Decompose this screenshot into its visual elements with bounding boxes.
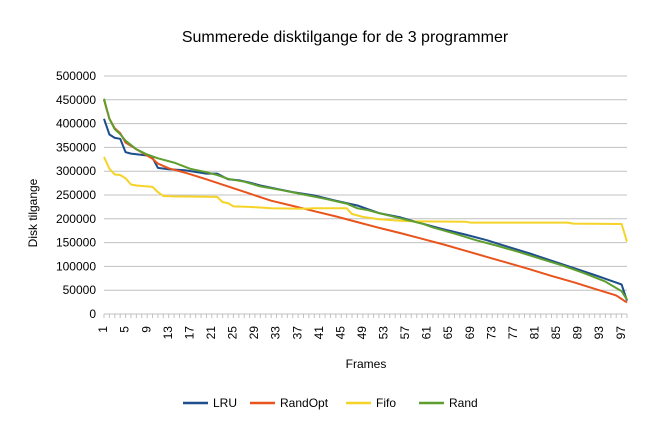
x-tick-label: 69 [463,326,477,340]
x-tick-label: 85 [549,326,563,340]
y-tick-label: 150000 [56,236,96,250]
y-tick-label: 250000 [56,188,96,202]
y-tick-label: 350000 [56,140,96,154]
y-tick-label: 0 [89,307,96,321]
x-tick-label: 93 [592,326,606,340]
y-tick-label: 100000 [56,259,96,273]
x-tick-label: 9 [139,326,153,333]
y-tick-label: 400000 [56,117,96,131]
x-tick-label: 37 [290,326,304,340]
x-axis-label: Frames [346,357,387,371]
series-lines [103,98,628,304]
x-tick-label: 5 [118,326,132,333]
x-tick-label: 81 [528,326,542,340]
x-tick-label: 89 [571,326,585,340]
y-tick-label: 450000 [56,93,96,107]
x-tick-label: 29 [247,326,261,340]
x-tick-label: 77 [506,326,520,340]
y-axis-label: Disk tilgange [26,178,40,247]
y-axis: 0 50000 100000 150000 200000 250000 300000 3500… [56,69,96,321]
x-tick-label: 57 [398,326,412,340]
x-axis: 1 5 9 13 17 21 25 29 33 37 41 45 49 53 57 61 65 69 73 77 81 8… [96,313,628,340]
x-tick-label: 17 [182,326,196,340]
x-tick-label: 97 [614,326,628,340]
legend-label-lru: LRU [213,396,237,410]
x-tick-label: 13 [161,326,175,340]
chart-title: Summerede disktilgange for de 3 programm… [182,29,509,46]
x-tick-label: 25 [226,326,240,340]
x-tick-label: 49 [355,326,369,340]
x-tick-label: 21 [204,326,218,340]
x-tick-label: 1 [96,326,110,333]
x-tick-label: 73 [484,326,498,340]
legend-label-fifo: Fifo [376,396,396,410]
x-tick-label: 61 [420,326,434,340]
y-tick-label: 500000 [56,69,96,83]
x-tick-label: 45 [333,326,347,340]
series-line-fifo [103,156,628,242]
x-tick-label: 33 [269,326,283,340]
x-tick-label: 41 [312,326,326,340]
y-tick-label: 50000 [63,283,97,297]
legend-label-randopt: RandOpt [280,396,329,410]
y-tick-label: 300000 [56,164,96,178]
x-tick-label: 53 [377,326,391,340]
legend-label-rand: Rand [449,396,478,410]
x-tick-label: 65 [441,326,455,340]
legend: LRU RandOpt Fifo Rand [183,396,478,410]
y-tick-label: 200000 [56,212,96,226]
series-line-rand [103,98,628,301]
